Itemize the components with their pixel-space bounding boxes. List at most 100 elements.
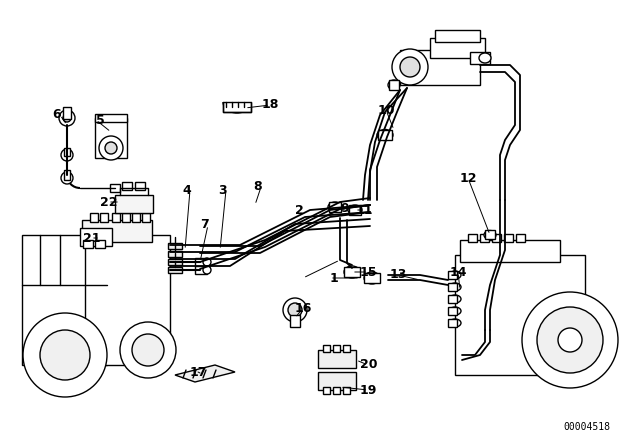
Bar [468,234,477,242]
Bar [195,266,207,274]
Bar [460,240,560,262]
Ellipse shape [449,307,461,315]
Bar [110,184,120,192]
Text: 10: 10 [378,103,396,116]
Bar [492,234,501,242]
Text: 17: 17 [190,366,207,379]
Bar [112,213,120,222]
Ellipse shape [328,202,342,212]
Bar [344,267,360,277]
Bar [318,350,356,368]
Bar [323,345,330,352]
Bar [448,271,457,279]
Circle shape [99,136,123,160]
Bar [83,240,93,248]
Circle shape [120,322,176,378]
Bar [80,228,112,246]
Bar [400,50,480,85]
Circle shape [558,328,582,352]
Bar [318,372,356,390]
Circle shape [203,258,211,266]
Bar [504,234,513,242]
Bar [378,130,392,140]
Ellipse shape [449,319,461,327]
Bar [195,258,207,266]
Circle shape [59,110,75,126]
Bar [122,182,132,190]
Bar [90,213,98,222]
Bar [448,283,457,291]
Bar [329,202,341,212]
Bar [122,213,130,222]
Bar [223,102,251,112]
Bar [168,259,182,265]
Bar [142,213,150,222]
Bar [95,114,127,122]
Bar [115,195,153,213]
Ellipse shape [377,129,393,141]
Ellipse shape [364,272,380,284]
Bar [95,240,105,248]
Text: 15: 15 [360,266,378,279]
Polygon shape [175,365,235,382]
Circle shape [23,313,107,397]
Text: 1: 1 [330,271,339,284]
Ellipse shape [331,204,339,210]
Bar [63,107,71,119]
Circle shape [400,57,420,77]
Bar [64,148,70,156]
Ellipse shape [367,275,376,281]
Bar [333,345,340,352]
Bar [168,251,182,257]
Bar [135,182,145,190]
Bar [132,213,140,222]
Circle shape [105,142,117,154]
Bar [323,387,330,394]
Text: 13: 13 [390,268,408,281]
Text: 22: 22 [100,195,118,208]
Circle shape [40,330,90,380]
Text: 18: 18 [262,99,280,112]
Text: 12: 12 [460,172,477,185]
Bar [95,118,127,158]
Bar [435,30,480,42]
Bar [85,235,170,365]
Bar [480,234,489,242]
Circle shape [283,298,307,322]
Circle shape [203,266,211,274]
Bar [470,52,490,64]
Bar [100,213,108,222]
Circle shape [61,149,73,161]
Circle shape [61,172,73,184]
Text: 7: 7 [200,219,209,232]
Bar [333,387,340,394]
Bar [448,307,457,315]
Text: 16: 16 [295,302,312,314]
Text: 00004518: 00004518 [563,422,610,432]
Bar [343,387,350,394]
Bar [448,295,457,303]
Bar [455,255,585,375]
Circle shape [537,307,603,373]
Text: 20: 20 [360,358,378,371]
Text: 5: 5 [96,113,105,126]
Circle shape [522,292,618,388]
Circle shape [63,114,71,122]
Bar [430,38,485,58]
Bar [516,234,525,242]
Text: 3: 3 [218,184,227,197]
Ellipse shape [449,295,461,303]
Ellipse shape [381,132,390,138]
Ellipse shape [479,53,491,63]
Ellipse shape [449,283,461,291]
Bar [485,230,495,239]
Bar [168,243,182,249]
Bar [22,235,107,365]
Bar [168,267,182,273]
Ellipse shape [348,268,356,276]
Bar [448,319,457,327]
Bar [364,273,380,283]
Text: 8: 8 [253,181,262,194]
Circle shape [392,49,428,85]
Ellipse shape [351,207,359,213]
